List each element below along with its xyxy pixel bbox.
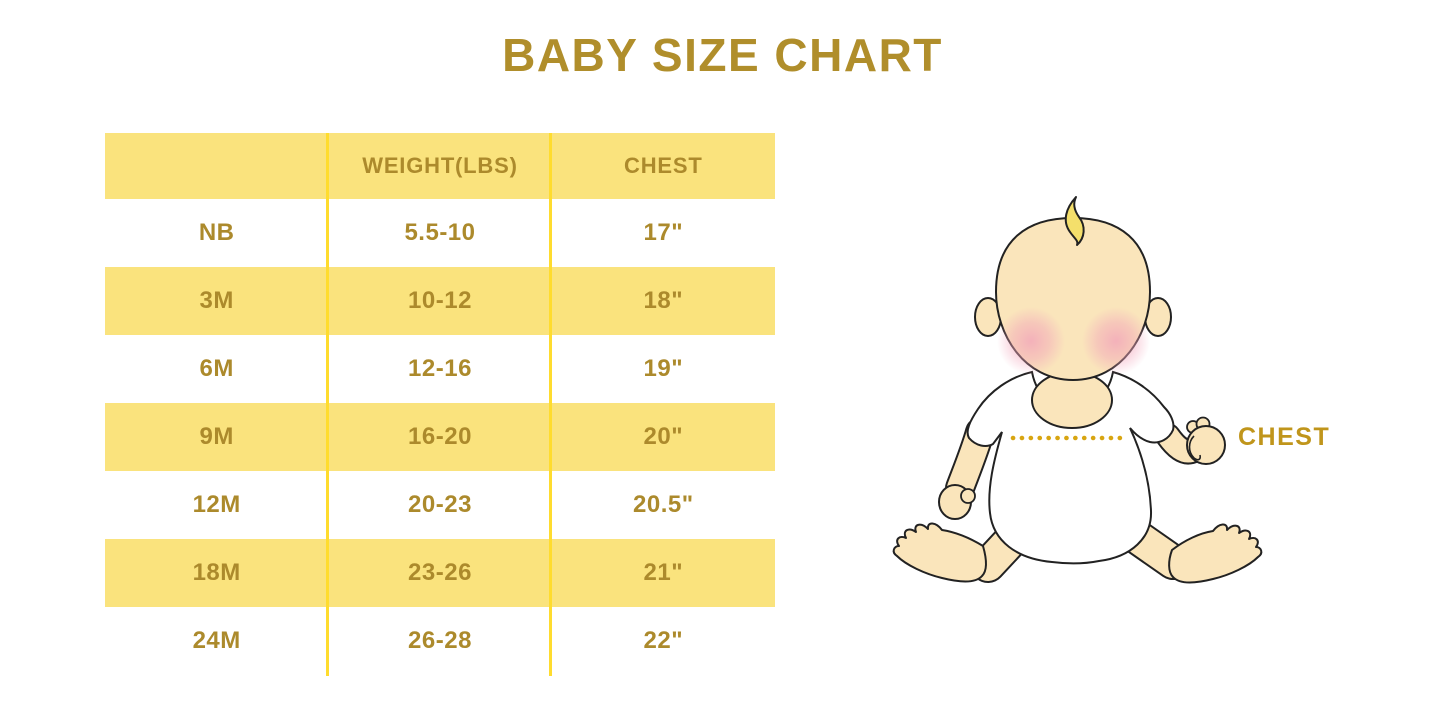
weight-cell: 20-23 bbox=[408, 491, 472, 518]
page-title: BABY SIZE CHART bbox=[502, 29, 943, 81]
size-table: WEIGHT(LBS) CHEST NB 5.5-10 17" 3M 10-12… bbox=[105, 133, 775, 676]
chest-cell: 21" bbox=[643, 559, 684, 586]
chest-measurement-label: CHEST bbox=[1238, 423, 1331, 451]
weight-cell: 16-20 bbox=[408, 423, 472, 450]
size-cell: 12M bbox=[192, 491, 241, 518]
column-divider-1 bbox=[326, 133, 329, 676]
baby-ears bbox=[974, 297, 1172, 337]
table-row: 24M 26-28 22" bbox=[105, 607, 775, 675]
size-cell: 3M bbox=[199, 287, 234, 314]
table-row: 9M 16-20 20" bbox=[105, 403, 775, 471]
size-cell: NB bbox=[198, 219, 235, 246]
baby-fist bbox=[1186, 416, 1226, 465]
table-row: NB 5.5-10 17" bbox=[105, 199, 775, 267]
table-row: 18M 23-26 21" bbox=[105, 539, 775, 607]
baby-hair-curl bbox=[1064, 196, 1085, 246]
table-row: 12M 20-23 20.5" bbox=[105, 471, 775, 539]
size-cell: 6M bbox=[199, 355, 234, 382]
header-size bbox=[105, 133, 328, 199]
chest-cell: 20.5" bbox=[633, 491, 694, 518]
weight-cell: 23-26 bbox=[408, 559, 472, 586]
chest-cell: 19" bbox=[643, 355, 684, 382]
chest-cell: 18" bbox=[643, 287, 684, 314]
baby-blush-cheeks bbox=[997, 307, 1150, 375]
size-cell: 24M bbox=[192, 627, 241, 654]
table-row: 3M 10-12 18" bbox=[105, 267, 775, 335]
weight-cell: 26-28 bbox=[408, 627, 472, 654]
column-divider-2 bbox=[549, 133, 552, 676]
weight-cell: 12-16 bbox=[408, 355, 472, 382]
weight-cell: 5.5-10 bbox=[404, 219, 476, 246]
size-cell: 9M bbox=[199, 423, 234, 450]
chest-cell: 20" bbox=[643, 423, 684, 450]
weight-cell: 10-12 bbox=[408, 287, 472, 314]
table-row: 6M 12-16 19" bbox=[105, 335, 775, 403]
baby-illustration: CHEST bbox=[880, 180, 1340, 620]
baby-drawing bbox=[892, 196, 1263, 584]
header-weight: WEIGHT(LBS) bbox=[362, 153, 518, 178]
chest-cell: 17" bbox=[643, 219, 684, 246]
header-chest: CHEST bbox=[624, 153, 703, 178]
size-cell: 18M bbox=[192, 559, 241, 586]
chest-cell: 22" bbox=[643, 627, 684, 654]
baby-onesie bbox=[966, 370, 1175, 565]
table-header-row: WEIGHT(LBS) CHEST bbox=[105, 133, 775, 199]
